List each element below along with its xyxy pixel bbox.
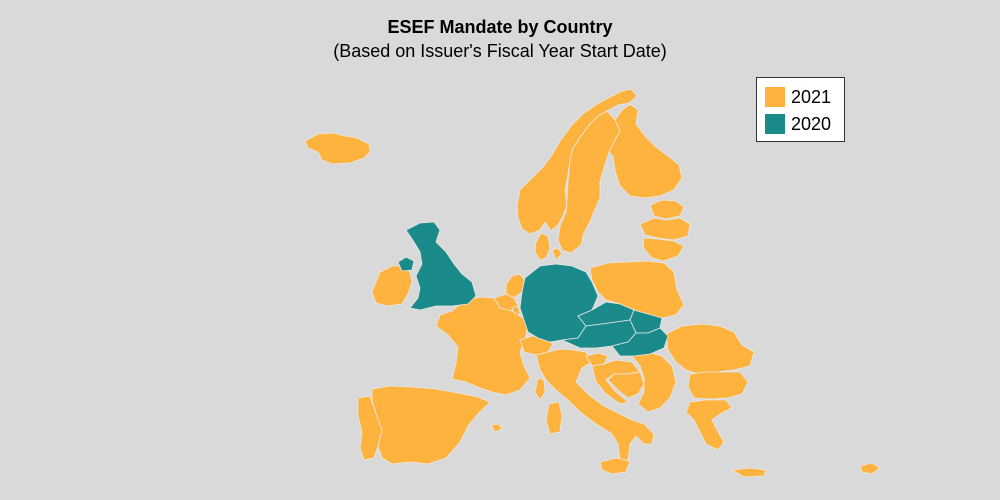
country-balearic <box>490 423 503 433</box>
country-slovenia <box>585 352 609 367</box>
legend-swatch-2021 <box>765 87 785 107</box>
country-serbia <box>631 351 677 413</box>
legend-item-2021: 2021 <box>765 86 831 108</box>
country-sicily <box>599 457 631 475</box>
country-bosnia <box>607 371 645 399</box>
country-austria <box>561 319 637 349</box>
map-legend: 2021 2020 <box>756 77 845 142</box>
country-france <box>435 296 531 396</box>
country-lithuania <box>642 237 685 262</box>
country-sardinia <box>545 401 563 435</box>
country-cyprus <box>859 462 881 475</box>
map-subtitle: (Based on Issuer's Fiscal Year Start Dat… <box>333 41 667 61</box>
country-iceland <box>304 132 371 165</box>
country-switzerland <box>519 335 554 356</box>
country-bulgaria <box>687 371 749 400</box>
country-finland <box>608 103 683 199</box>
country-greece <box>685 399 733 451</box>
country-poland <box>589 260 685 319</box>
country-croatia <box>591 359 641 405</box>
legend-swatch-2020 <box>765 114 785 134</box>
country-hungary <box>611 327 669 357</box>
country-sweden <box>557 110 621 254</box>
legend-label-2020: 2020 <box>791 113 832 134</box>
map-title: ESEF Mandate by Country <box>387 17 613 37</box>
country-crete <box>731 467 767 478</box>
legend-item-2020: 2020 <box>765 113 831 135</box>
country-spain <box>371 385 491 465</box>
country-denmark <box>534 232 563 261</box>
country-latvia <box>639 217 691 241</box>
country-portugal <box>357 395 383 461</box>
country-corsica <box>534 377 546 401</box>
legend-label-2021: 2021 <box>791 86 832 107</box>
country-romania <box>665 323 755 375</box>
country-northern-ireland <box>397 256 415 272</box>
country-estonia <box>649 199 685 220</box>
country-united-kingdom <box>405 221 477 311</box>
country-ireland <box>371 265 413 307</box>
